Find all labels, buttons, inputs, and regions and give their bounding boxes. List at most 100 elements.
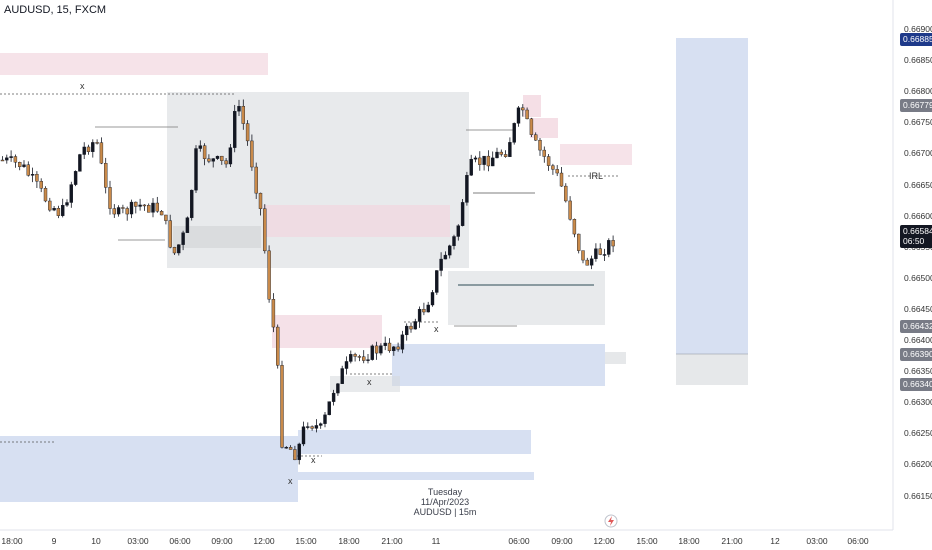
candle-body <box>534 134 538 141</box>
time-tick-label: 15:00 <box>636 536 658 546</box>
candle-body <box>521 107 525 111</box>
candle-body <box>52 208 56 211</box>
candle-body <box>82 146 86 155</box>
candle-body <box>0 159 5 162</box>
level-lines <box>0 93 620 457</box>
fvg-zone <box>173 226 261 248</box>
candle-body <box>18 162 22 167</box>
time-tick-label: 9 <box>51 536 57 546</box>
candle-body <box>585 259 589 266</box>
time-tick-label: 06:00 <box>508 536 530 546</box>
candle-body <box>538 139 542 151</box>
candle-body <box>168 220 172 248</box>
candle-body <box>164 214 168 221</box>
candle-body <box>224 160 228 165</box>
candle-body <box>245 123 250 142</box>
candle-body <box>202 145 207 159</box>
candle-body <box>241 106 246 124</box>
candle-body <box>198 145 203 149</box>
current-price-tag: 0.66584 06:50 <box>900 225 932 248</box>
candle-body <box>108 187 112 209</box>
candle-body <box>306 426 310 428</box>
x-marker: x <box>80 81 85 91</box>
demand-zone <box>298 472 534 480</box>
candle-body <box>370 345 374 360</box>
time-tick-label: 09:00 <box>211 536 233 546</box>
candle-body <box>207 158 211 162</box>
price-tick-label: 0.66800 <box>904 86 932 97</box>
candle-body <box>39 181 43 189</box>
price-tick-label: 0.66600 <box>904 210 932 221</box>
candle-body <box>405 325 409 336</box>
candle-body <box>409 325 413 330</box>
candle-body <box>589 258 594 266</box>
candle-body <box>452 236 456 247</box>
candle-body <box>430 292 435 306</box>
candle-body <box>486 155 491 167</box>
candle-body <box>181 232 185 245</box>
candle-body <box>512 123 516 143</box>
candle-body <box>267 250 271 300</box>
candle-body <box>559 172 564 187</box>
candle-body <box>35 174 39 182</box>
price-tick-label: 0.66500 <box>904 272 932 283</box>
candle-body <box>417 308 422 322</box>
candle-body <box>22 164 26 167</box>
symbol-header[interactable]: AUDUSD, 15, FXCM <box>4 4 107 16</box>
x-marker: x <box>311 455 316 465</box>
price-tick-label: 0.66650 <box>904 179 932 190</box>
price-tick-label: 0.66200 <box>904 459 932 470</box>
candle-body <box>138 204 142 207</box>
candle-body <box>443 254 448 260</box>
candle-body <box>396 346 400 350</box>
candle-body <box>568 200 572 220</box>
x-markers: x x x x x <box>80 81 439 486</box>
candle-body <box>258 192 263 209</box>
candle-body <box>448 245 452 256</box>
candle-body <box>125 208 129 215</box>
candle-body <box>172 247 177 254</box>
candle-body <box>314 425 319 429</box>
watermark-symbol: AUDUSD | 15m <box>413 507 477 517</box>
range-zone <box>448 271 605 325</box>
watermark: Tuesday 11/Apr/2023 AUDUSD | 15m <box>405 487 485 517</box>
candle-body <box>374 345 379 354</box>
candle-body <box>284 447 288 449</box>
candle-body <box>344 361 349 369</box>
candle-body <box>91 142 95 152</box>
price-tick-label: 0.66850 <box>904 55 932 66</box>
candle-body <box>48 200 52 211</box>
candle-body <box>323 414 327 424</box>
candle-body <box>310 426 314 429</box>
candle-body <box>194 148 198 191</box>
candle-body <box>426 304 430 313</box>
lightning-icon[interactable] <box>604 514 618 528</box>
candle-body <box>134 201 138 207</box>
candle-body <box>86 146 91 152</box>
candle-body <box>95 142 99 144</box>
candle-body <box>43 188 48 202</box>
candle-body <box>26 164 30 176</box>
time-tick-label: 12:00 <box>253 536 275 546</box>
demand-zone <box>392 344 605 386</box>
zones-layer <box>0 38 748 502</box>
candle-body <box>353 354 357 357</box>
candle-body <box>297 443 301 461</box>
candle-body <box>9 156 13 158</box>
candle-body <box>564 185 568 202</box>
candle-body <box>301 426 306 445</box>
supply-zone <box>560 144 632 165</box>
price-tick-label: 0.66900 <box>904 24 932 34</box>
price-tick-label: 0.66350 <box>904 366 932 377</box>
bar-countdown: 06:50 <box>903 236 925 246</box>
candle-body <box>319 423 323 426</box>
candle-body <box>288 447 293 450</box>
candle-body <box>349 354 353 362</box>
candle-body <box>572 219 577 235</box>
projection-zone <box>676 354 748 385</box>
candle-body <box>99 142 104 164</box>
time-tick-label: 12:00 <box>593 536 615 546</box>
time-tick-label: 15:00 <box>295 536 317 546</box>
candle-body <box>598 248 602 255</box>
